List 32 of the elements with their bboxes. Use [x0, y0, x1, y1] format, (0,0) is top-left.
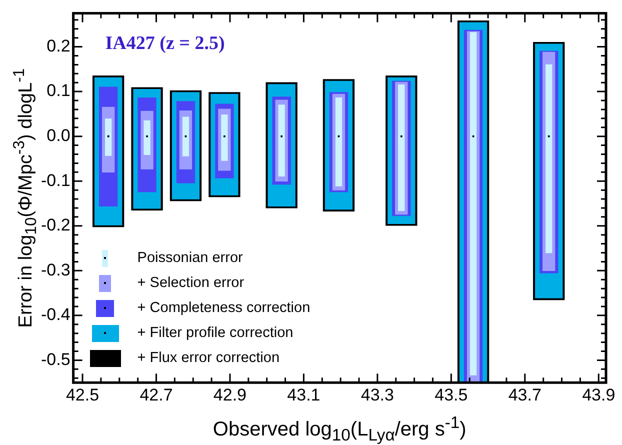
bar [546, 64, 552, 254]
x-tick-label: 43.1 [287, 385, 320, 404]
legend-label: + Completeness correction [137, 300, 310, 316]
bar [335, 97, 342, 186]
x-axis-title: Observed log$_{10}$(L$_{Lyα}$/erg s$^{-1}$) [212, 412, 468, 445]
bar [182, 116, 190, 156]
y-tick-label: -0.5 [40, 350, 70, 369]
legend-label: + Selection error [137, 275, 244, 292]
y-tick-label: 0.1 [46, 81, 70, 100]
y-tick-label: -0.3 [40, 260, 70, 280]
text: IA427 (z = 2.5) [105, 33, 225, 56]
y-tick-label: 0.2 [46, 36, 70, 56]
y-tick-label: -0.2 [40, 216, 70, 235]
x-tick-label: 42.9 [213, 385, 247, 404]
bar [398, 84, 405, 211]
legend-label: Poissonian error [137, 250, 243, 266]
x-tick-label: 42.5 [66, 385, 100, 404]
x-tick-label: 42.7 [140, 385, 173, 404]
bar [144, 120, 150, 156]
y-tick-label: 0.0 [46, 126, 70, 146]
y-tick-label: -0.4 [40, 305, 70, 324]
x-tick-label: 43.7 [508, 385, 542, 404]
legend-label: + Filter profile correction [137, 325, 294, 342]
y-tick-label: -0.1 [40, 170, 70, 190]
bar [221, 114, 228, 161]
bar [104, 118, 112, 156]
x-tick-label: 43.9 [582, 385, 616, 404]
x-tick-label: 43.3 [360, 385, 394, 404]
bar [470, 32, 477, 376]
x-tick-label: 43.5 [434, 385, 468, 404]
legend-label: + Flux error correction [137, 350, 280, 366]
bar [278, 104, 285, 177]
